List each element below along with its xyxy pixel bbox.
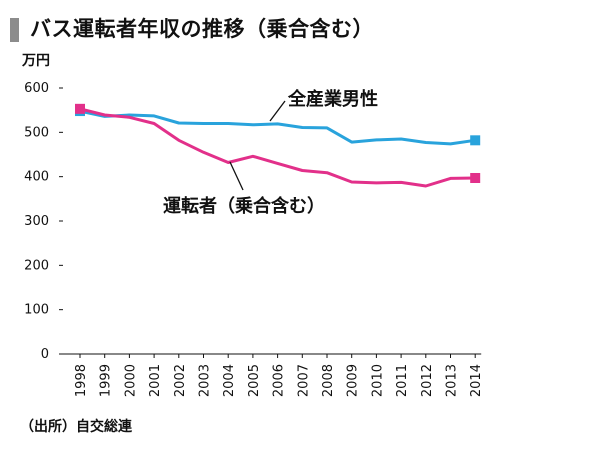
x-tick-label: 2006	[272, 364, 287, 397]
x-tick-label: 2011	[395, 364, 410, 397]
x-tick-label: 2004	[222, 364, 237, 397]
chart-axes: 0 100 200 300 400 500 600 1998 1999 2000 2001 2002 2…	[24, 81, 484, 397]
y-tick-label: 400	[24, 170, 49, 185]
x-tick-label: 2012	[420, 364, 435, 397]
x-tick-label: 2002	[173, 364, 188, 397]
y-tick-label: 100	[24, 303, 49, 318]
x-tick-label: 2001	[148, 364, 163, 397]
x-tick-label: 2013	[445, 364, 460, 397]
y-tick-label: 0	[41, 347, 49, 362]
x-tick-label: 2009	[346, 364, 361, 397]
y-axis-unit-label: 万円	[22, 53, 50, 69]
page-title: バス運転者年収の推移（乗合含む）	[30, 17, 374, 41]
y-tick-label: 300	[24, 214, 49, 229]
chart-series	[75, 103, 481, 188]
y-tick-label: 600	[24, 81, 49, 96]
x-tick-label: 2005	[247, 364, 262, 397]
x-tick-label: 2010	[370, 364, 385, 397]
y-tick-label: 500	[24, 125, 49, 140]
y-tick-label: 200	[24, 258, 49, 273]
annotation-leader-driver	[229, 161, 244, 191]
series-line-1	[78, 107, 477, 188]
series-label-all-industry-male: 全産業男性	[287, 88, 378, 110]
series-endpoint-marker	[470, 135, 481, 146]
x-tick-label: 2003	[198, 364, 213, 397]
series-endpoint-marker	[470, 172, 481, 183]
series-line-0	[78, 109, 477, 146]
x-tick-label: 2014	[469, 364, 484, 397]
x-tick-label: 2007	[296, 364, 311, 397]
x-tick-label: 2000	[123, 364, 138, 397]
title-accent-bar	[10, 18, 19, 42]
series-label-drivers: 運転者（乗合含む）	[163, 195, 325, 217]
chart-annotations: 全産業男性 運転者（乗合含む）	[163, 88, 378, 217]
annotation-leader-industry	[269, 100, 286, 122]
source-note: （出所）自交総連	[20, 419, 132, 435]
x-tick-label: 1999	[99, 364, 114, 397]
x-tick-label: 2008	[321, 364, 336, 397]
series-endpoint-marker	[75, 103, 85, 114]
x-tick-label: 1998	[74, 364, 89, 397]
